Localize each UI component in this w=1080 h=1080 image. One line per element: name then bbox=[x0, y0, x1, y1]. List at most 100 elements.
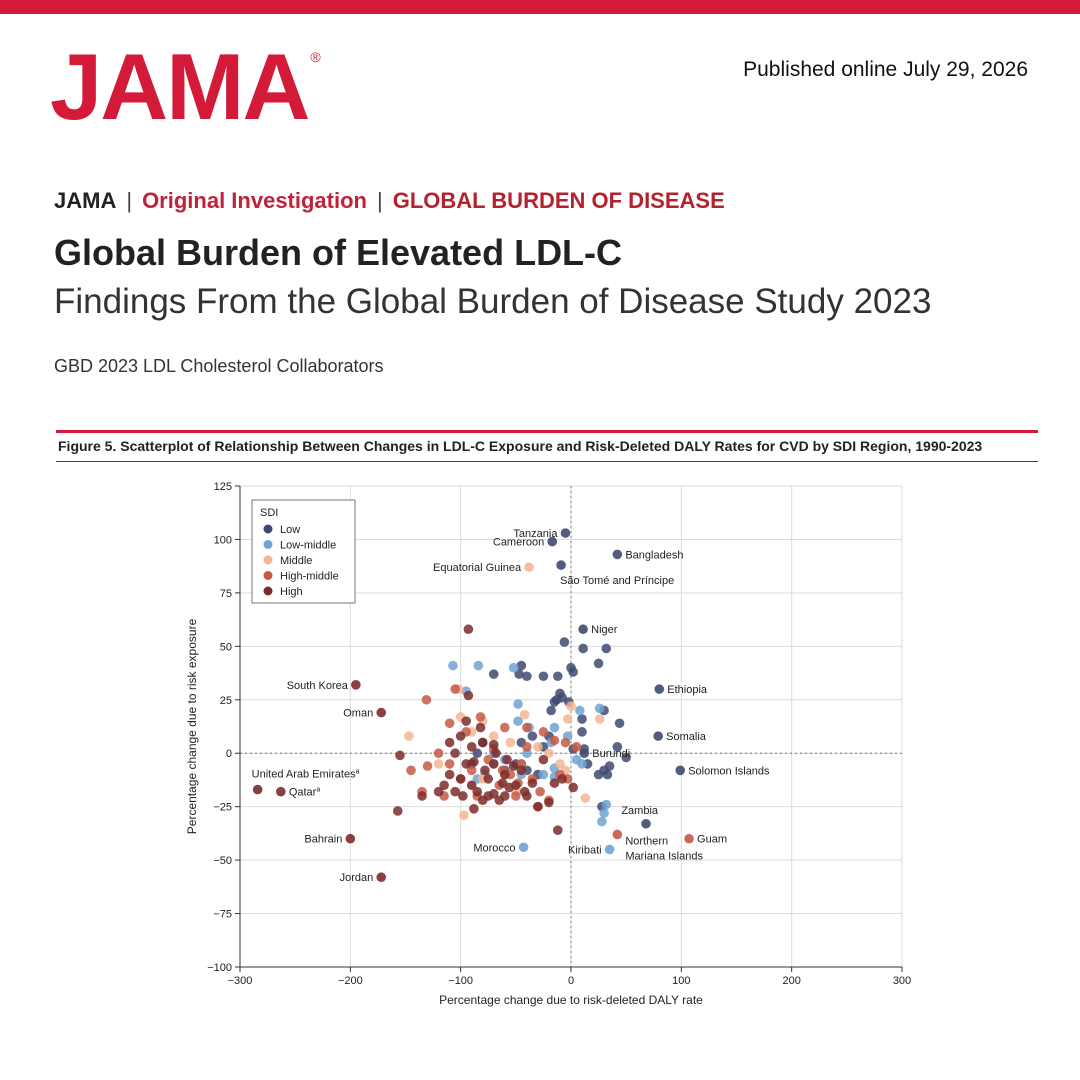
data-point bbox=[552, 825, 563, 835]
data-point bbox=[472, 748, 483, 759]
data-point bbox=[466, 765, 477, 776]
data-point bbox=[483, 774, 494, 784]
point-label: Mariana Islands bbox=[625, 850, 703, 862]
legend-label: High-middle bbox=[280, 571, 339, 583]
data-point bbox=[508, 662, 519, 673]
data-point-labeled bbox=[556, 560, 566, 570]
data-point bbox=[417, 791, 427, 801]
legend-title: SDI bbox=[260, 507, 278, 519]
data-point bbox=[557, 774, 567, 784]
data-point bbox=[455, 731, 466, 741]
data-point bbox=[433, 786, 444, 797]
data-point bbox=[538, 671, 549, 682]
data-point bbox=[450, 786, 460, 797]
y-tick-label: −25 bbox=[213, 802, 232, 814]
data-point bbox=[533, 801, 543, 812]
article-subtitle: Findings From the Global Burden of Disea… bbox=[54, 282, 932, 321]
data-point bbox=[469, 804, 479, 814]
legend-label: Middle bbox=[280, 555, 312, 567]
x-tick-label: 100 bbox=[672, 975, 690, 987]
data-point bbox=[513, 699, 523, 709]
data-point bbox=[488, 759, 499, 769]
kicker-separator: | bbox=[126, 188, 133, 213]
data-point-labeled bbox=[654, 684, 665, 694]
top-accent-bar bbox=[0, 0, 1080, 14]
y-tick-label: −75 bbox=[213, 909, 232, 921]
data-point bbox=[513, 716, 523, 726]
data-point bbox=[461, 759, 471, 769]
y-axis-label: Percentage change due to risk exposure bbox=[185, 618, 199, 834]
data-point bbox=[522, 722, 532, 733]
y-tick-label: −100 bbox=[207, 962, 232, 974]
data-point bbox=[406, 765, 416, 776]
data-point bbox=[544, 797, 554, 808]
data-point-labeled bbox=[578, 624, 588, 635]
data-point bbox=[488, 731, 499, 741]
point-label: Bangladesh bbox=[625, 549, 683, 561]
data-point bbox=[475, 722, 486, 733]
point-label: Bahrain bbox=[304, 834, 342, 846]
data-point bbox=[448, 660, 458, 671]
data-point bbox=[458, 791, 468, 801]
point-label: Somalia bbox=[666, 731, 707, 743]
data-point bbox=[491, 748, 501, 759]
kicker-section: Original Investigation bbox=[142, 188, 367, 213]
data-point-labeled bbox=[560, 528, 571, 538]
point-label: Cameroon bbox=[493, 537, 544, 549]
point-label: Kiribati bbox=[568, 844, 602, 856]
data-point bbox=[612, 742, 623, 752]
data-point bbox=[577, 759, 587, 769]
legend-label: High bbox=[280, 586, 303, 598]
data-point-labeled bbox=[376, 872, 387, 883]
data-point bbox=[502, 754, 512, 765]
point-label: Oman bbox=[343, 708, 373, 720]
point-label: Solomon Islands bbox=[688, 765, 770, 777]
data-point bbox=[552, 671, 563, 682]
data-point bbox=[533, 742, 543, 752]
data-point bbox=[466, 780, 477, 791]
registered-mark: ® bbox=[310, 49, 320, 65]
data-point bbox=[488, 739, 499, 750]
point-label: Northern bbox=[625, 835, 668, 847]
point-label: United Arab Emiratesa bbox=[252, 769, 360, 781]
x-tick-label: 200 bbox=[782, 975, 800, 987]
data-point bbox=[593, 658, 604, 669]
point-label: South Korea bbox=[287, 680, 349, 692]
data-point bbox=[422, 761, 433, 771]
point-label-footnote: a bbox=[356, 769, 360, 776]
data-point bbox=[475, 712, 486, 722]
data-point-labeled bbox=[252, 784, 263, 795]
data-point bbox=[504, 782, 515, 793]
figure-bottom-rule bbox=[56, 461, 1038, 462]
article-title: Global Burden of Elevated LDL-C bbox=[54, 232, 623, 273]
data-point-labeled bbox=[675, 765, 686, 776]
logo-text: JAMA bbox=[50, 34, 310, 139]
data-point-labeled bbox=[524, 562, 534, 573]
point-label: Qatara bbox=[289, 787, 321, 799]
data-point bbox=[444, 737, 455, 748]
kicker-topic: GLOBAL BURDEN OF DISEASE bbox=[392, 188, 725, 213]
data-point bbox=[461, 716, 471, 726]
data-point bbox=[577, 727, 587, 737]
data-point bbox=[549, 735, 560, 746]
data-point bbox=[601, 643, 612, 654]
point-label: Zambia bbox=[621, 805, 659, 817]
point-label: Tanzania bbox=[513, 528, 558, 540]
data-point bbox=[500, 791, 510, 801]
data-point bbox=[455, 774, 466, 784]
data-point bbox=[463, 690, 474, 701]
data-point bbox=[568, 782, 579, 793]
data-point bbox=[594, 703, 605, 714]
data-point-labeled bbox=[351, 680, 361, 690]
legend-marker bbox=[263, 540, 273, 549]
data-point bbox=[549, 778, 560, 788]
publication-date: Published online July 29, 2026 bbox=[743, 58, 1028, 81]
data-point bbox=[568, 667, 579, 677]
data-point bbox=[500, 769, 510, 780]
x-tick-label: 0 bbox=[568, 975, 574, 987]
data-point bbox=[500, 722, 510, 733]
data-point-labeled bbox=[276, 786, 286, 797]
x-tick-label: −200 bbox=[338, 975, 363, 987]
data-point-labeled bbox=[641, 818, 651, 829]
data-point bbox=[459, 810, 469, 821]
